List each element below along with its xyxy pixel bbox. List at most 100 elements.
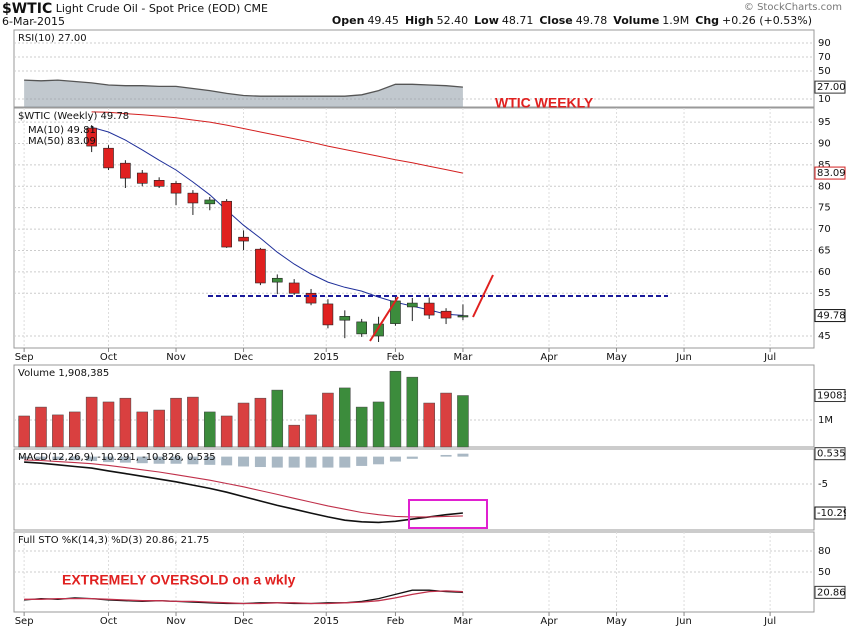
- histogram-bar: [305, 456, 317, 468]
- bar: [52, 414, 64, 448]
- candle-body: [170, 182, 182, 194]
- line: [91, 111, 464, 174]
- quote-label: Open: [332, 14, 365, 27]
- bar: [69, 411, 81, 448]
- line: [24, 461, 463, 524]
- quote-label: High: [405, 14, 434, 27]
- quote-value: 48.71: [502, 14, 534, 27]
- y-tick-label: 1M: [818, 415, 833, 426]
- legend-label: MA(10) 49.81: [28, 125, 96, 136]
- x-tick-label: 2015: [314, 616, 339, 627]
- histogram-bar: [254, 456, 266, 468]
- exchange: CME: [244, 2, 268, 15]
- histogram-bar: [271, 456, 283, 468]
- panel-title: $WTIC (Weekly) 49.78: [18, 111, 129, 122]
- candle-body: [322, 303, 334, 326]
- histogram-bar: [103, 456, 115, 463]
- histogram-bar: [406, 456, 418, 459]
- y-tick-label: 45: [818, 331, 831, 342]
- histogram-bar: [373, 456, 385, 465]
- candle-body: [373, 323, 384, 337]
- y-tick-label: 70: [818, 224, 831, 235]
- candle-body: [423, 302, 435, 316]
- value-box-label: 19083: [817, 391, 846, 402]
- x-tick-label: Mar: [454, 616, 474, 627]
- candle-body: [407, 302, 418, 308]
- bar: [339, 387, 351, 448]
- quote-value: 49.45: [367, 14, 399, 27]
- quote-value: +0.26 (+0.53%): [722, 14, 812, 27]
- value-box-label: 20.86: [817, 587, 846, 598]
- histogram-bar: [35, 456, 47, 460]
- panel-title: MACD(12,26,9) -10.291, -10.826, 0.535: [18, 452, 216, 463]
- bar: [153, 409, 165, 448]
- x-tick-label: May: [606, 352, 627, 363]
- y-tick-label: 75: [818, 203, 831, 214]
- candle-body: [238, 236, 249, 242]
- value-box: [814, 309, 846, 323]
- candle-body: [440, 310, 452, 319]
- histogram-bar: [170, 456, 182, 464]
- area: [24, 80, 463, 107]
- candle-body: [136, 172, 148, 184]
- copyright: © StockCharts.com: [744, 2, 842, 13]
- x-tick-label: Jul: [763, 352, 776, 363]
- candle-body: [305, 292, 317, 304]
- bar: [372, 401, 385, 448]
- candle-body: [120, 162, 131, 179]
- x-tick-label: Dec: [234, 616, 253, 627]
- x-tick-label: Nov: [166, 352, 186, 363]
- value-box: [814, 506, 846, 520]
- line: [24, 590, 463, 605]
- histogram-bar: [288, 456, 300, 468]
- y-tick-label: 60: [818, 267, 831, 278]
- panel-title: Volume 1,908,385: [18, 368, 109, 379]
- quote-label: Chg: [695, 14, 719, 27]
- x-tick-label: Feb: [387, 616, 405, 627]
- trend-arrow: [472, 274, 494, 318]
- value-box: [814, 389, 846, 403]
- bar: [440, 392, 452, 448]
- histogram-bar: [69, 456, 81, 461]
- header-date: 6-Mar-2015: [2, 15, 65, 28]
- bar: [102, 401, 115, 448]
- y-tick-label: 80: [818, 181, 831, 192]
- y-tick-label: 10: [818, 94, 831, 105]
- x-tick-label: Oct: [100, 352, 117, 363]
- bar: [85, 396, 98, 448]
- header-title: $WTIC Light Crude Oil - Spot Price (EOD)…: [2, 1, 268, 17]
- bar: [423, 402, 435, 448]
- x-tick-label: Jul: [763, 616, 776, 627]
- bar: [170, 397, 182, 448]
- bar: [406, 376, 419, 448]
- bar: [220, 415, 233, 448]
- value-box: [814, 166, 846, 180]
- drawings: WTIC WEEKLY EXTREMELY OVERSOLD on a wkly: [62, 95, 668, 588]
- histogram-bar: [457, 453, 469, 457]
- plot-area: 10 50 70 90 RSI(10) 27.00 27.00 45 55 60 65 70 75 80…: [13, 29, 846, 627]
- bar: [136, 411, 149, 448]
- highlight-box: [408, 499, 488, 529]
- histogram-bar: [86, 456, 98, 462]
- candle-body: [390, 300, 401, 324]
- candle-body: [356, 321, 367, 335]
- quote: Open 49.45 High 52.40 Low 48.71 Close 49.78 Volu…: [332, 14, 812, 27]
- panel-frame: [13, 107, 815, 349]
- quote-value: 49.78: [576, 14, 608, 27]
- line: [24, 79, 463, 97]
- y-tick-label: 90: [818, 38, 831, 49]
- histogram-bar: [440, 454, 452, 457]
- value-box-label: 27.00: [817, 82, 846, 93]
- quote-label: Low: [474, 14, 499, 27]
- value-box-label: -10.29: [817, 508, 846, 519]
- candle-body: [103, 147, 114, 169]
- y-tick-label: 55: [818, 288, 831, 299]
- histogram-bar: [18, 456, 30, 459]
- bar: [288, 424, 300, 448]
- annotation: EXTREMELY OVERSOLD on a wkly: [62, 572, 296, 588]
- x-tick-label: Nov: [166, 616, 186, 627]
- candle-body: [339, 316, 351, 321]
- x-tick-label: 2015: [314, 352, 339, 363]
